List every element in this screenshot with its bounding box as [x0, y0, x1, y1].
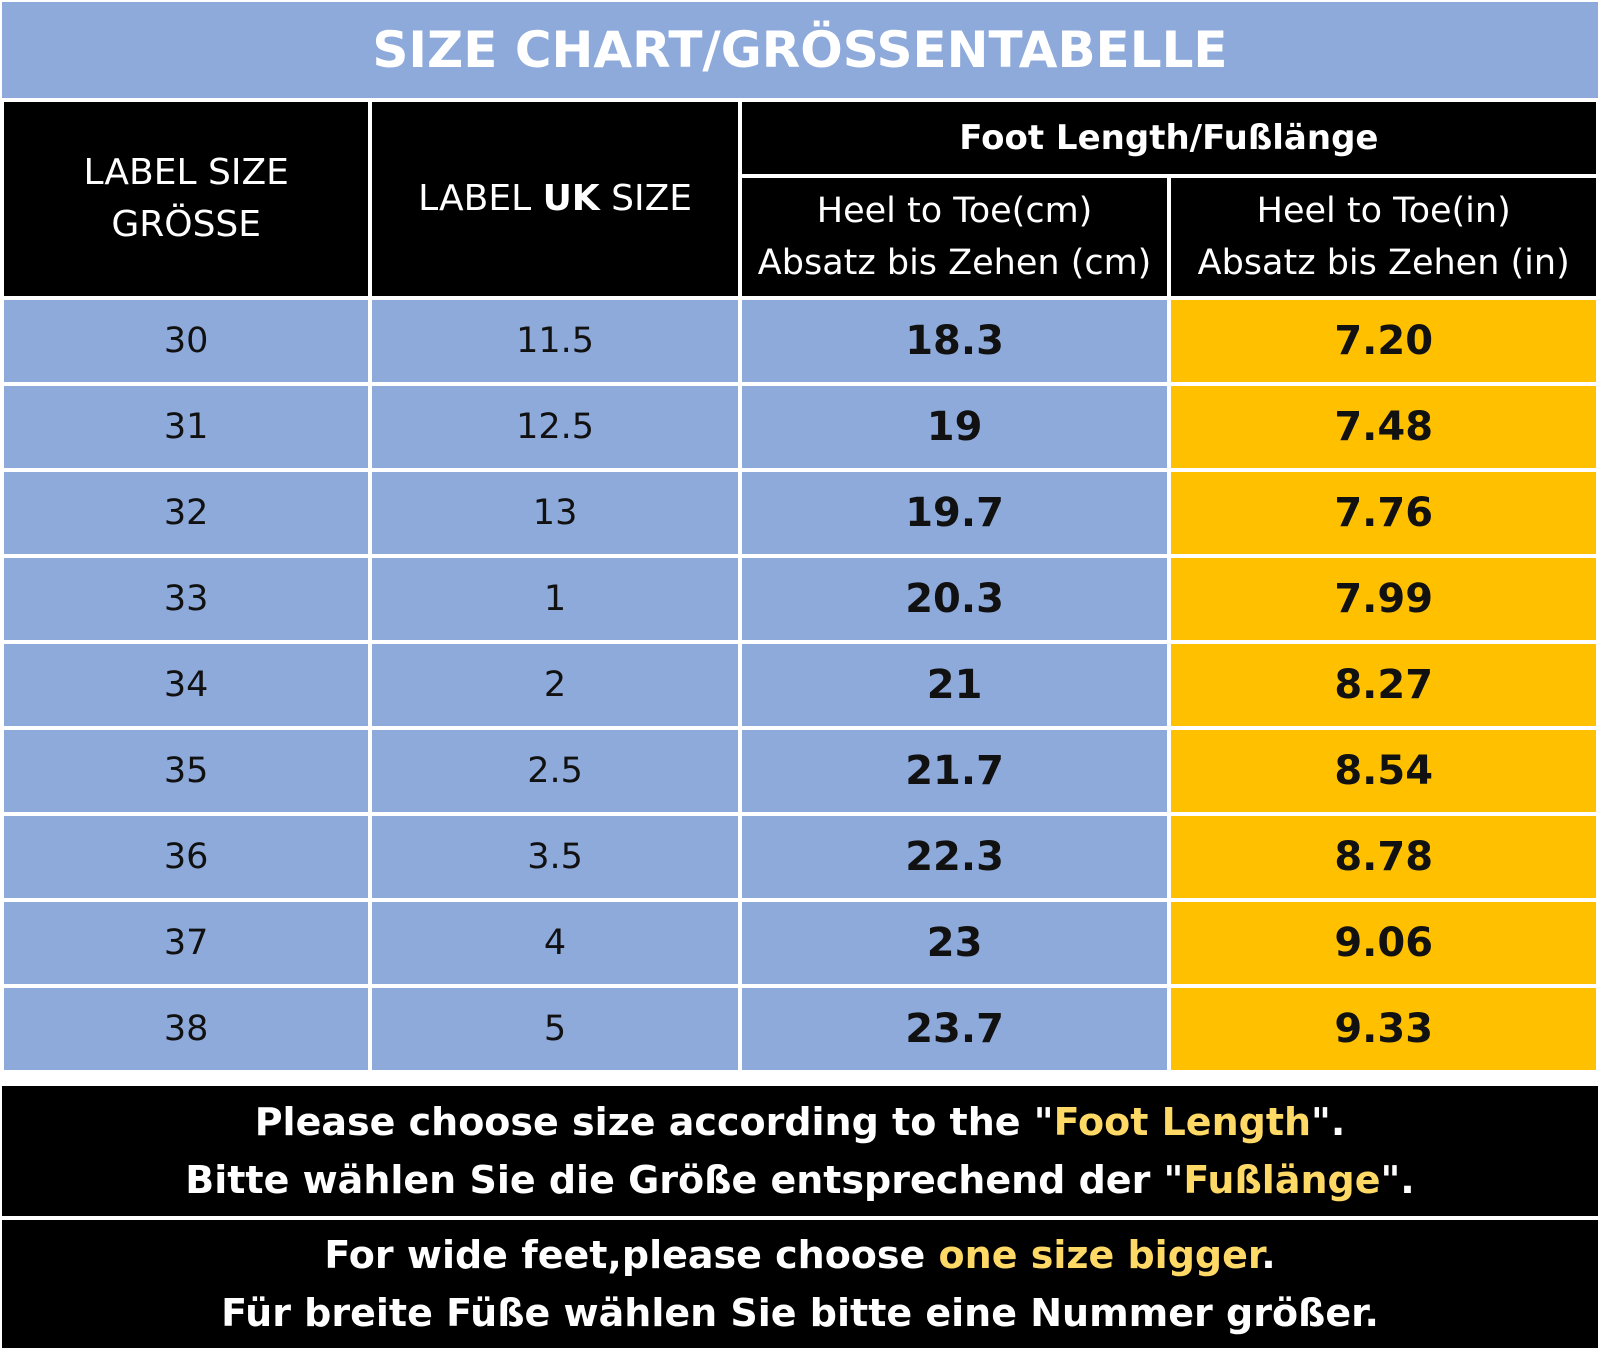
uk-size-cell: 11.5: [372, 300, 738, 382]
note-wide-feet-de: Für breite Füße wählen Sie bitte eine Nu…: [221, 1291, 1379, 1335]
header-cm-line2: Absatz bis Zehen (cm): [757, 243, 1152, 283]
header-in-line2: Absatz bis Zehen (in): [1197, 243, 1570, 283]
cm-cell: 23: [741, 902, 1168, 984]
cm-cell: 21.7: [741, 730, 1168, 812]
header-in-line1: Heel to Toe(in): [1256, 191, 1511, 231]
table-row: 32 13 19.7 7.76: [4, 472, 1596, 554]
uk-size-cell: 12.5: [372, 386, 738, 468]
label-size-cell: 37: [4, 902, 369, 984]
table-row: 33 1 20.3 7.99: [4, 558, 1596, 640]
label-size-cell: 35: [4, 730, 369, 812]
note-text: Bitte wählen Sie die Größe entsprechend …: [185, 1158, 1184, 1202]
chart-title: SIZE CHART/GRÖSSENTABELLE: [2, 2, 1598, 98]
table-row: 36 3.5 22.3 8.78: [4, 816, 1596, 898]
cm-cell: 21: [741, 644, 1168, 726]
note-highlight: one size bigger: [938, 1233, 1262, 1277]
cm-cell: 18.3: [741, 300, 1168, 382]
label-size-cell: 31: [4, 386, 369, 468]
label-size-cell: 32: [4, 472, 369, 554]
uk-size-cell: 1: [372, 558, 738, 640]
table-row: 34 2 21 8.27: [4, 644, 1596, 726]
note-text: ".: [1311, 1100, 1346, 1144]
inch-cell: 7.76: [1171, 472, 1596, 554]
uk-size-cell: 3.5: [372, 816, 738, 898]
inch-cell: 9.33: [1171, 988, 1596, 1070]
note-wide-feet-en: For wide feet,please choose one size big…: [2, 1226, 1598, 1284]
note-text: ".: [1380, 1158, 1415, 1202]
label-size-cell: 33: [4, 558, 369, 640]
label-size-cell: 36: [4, 816, 369, 898]
header-uk-size: LABEL UK SIZE: [372, 102, 738, 296]
note-foot-length-de: Bitte wählen Sie die Größe entsprechend …: [2, 1151, 1598, 1209]
table-row: 37 4 23 9.06: [4, 902, 1596, 984]
size-table: LABEL SIZE GRÖSSE LABEL UK SIZE Foot Len…: [0, 98, 1600, 1074]
header-uk-suffix: SIZE: [599, 178, 693, 219]
table-row: 35 2.5 21.7 8.54: [4, 730, 1596, 812]
cm-cell: 19: [741, 386, 1168, 468]
header-cm-line1: Heel to Toe(cm): [816, 191, 1093, 231]
uk-size-cell: 5: [372, 988, 738, 1070]
label-size-cell: 38: [4, 988, 369, 1070]
table-row: 30 11.5 18.3 7.20: [4, 300, 1596, 382]
note-highlight: Foot Length: [1053, 1100, 1312, 1144]
inch-cell: 9.06: [1171, 902, 1596, 984]
uk-size-cell: 2: [372, 644, 738, 726]
label-size-cell: 30: [4, 300, 369, 382]
inch-cell: 7.48: [1171, 386, 1596, 468]
cm-cell: 22.3: [741, 816, 1168, 898]
header-in: Heel to Toe(in) Absatz bis Zehen (in): [1171, 178, 1596, 296]
uk-size-cell: 4: [372, 902, 738, 984]
header-foot-length: Foot Length/Fußlänge: [741, 102, 1596, 174]
header-cm: Heel to Toe(cm) Absatz bis Zehen (cm): [741, 178, 1168, 296]
header-label-size-line2: GRÖSSE: [111, 204, 262, 245]
note-text: .: [1261, 1233, 1276, 1277]
inch-cell: 8.78: [1171, 816, 1596, 898]
inch-cell: 7.20: [1171, 300, 1596, 382]
header-uk-prefix: LABEL: [418, 178, 543, 219]
note-wide-feet: For wide feet,please choose one size big…: [2, 1220, 1598, 1348]
inch-cell: 7.99: [1171, 558, 1596, 640]
note-foot-length: Please choose size according to the "Foo…: [2, 1086, 1598, 1216]
note-foot-length-en: Please choose size according to the "Foo…: [2, 1093, 1598, 1151]
cm-cell: 19.7: [741, 472, 1168, 554]
uk-size-cell: 13: [372, 472, 738, 554]
table-row: 31 12.5 19 7.48: [4, 386, 1596, 468]
note-text: For wide feet,please choose: [324, 1233, 939, 1277]
label-size-cell: 34: [4, 644, 369, 726]
cm-cell: 23.7: [741, 988, 1168, 1070]
cm-cell: 20.3: [741, 558, 1168, 640]
inch-cell: 8.54: [1171, 730, 1596, 812]
table-row: 38 5 23.7 9.33: [4, 988, 1596, 1070]
inch-cell: 8.27: [1171, 644, 1596, 726]
uk-size-cell: 2.5: [372, 730, 738, 812]
header-uk-bold: UK: [542, 178, 600, 219]
header-label-size: LABEL SIZE GRÖSSE: [4, 102, 369, 296]
header-label-size-line1: LABEL SIZE: [83, 152, 289, 193]
note-highlight: Fußlänge: [1183, 1158, 1381, 1202]
note-text: Please choose size according to the ": [254, 1100, 1054, 1144]
